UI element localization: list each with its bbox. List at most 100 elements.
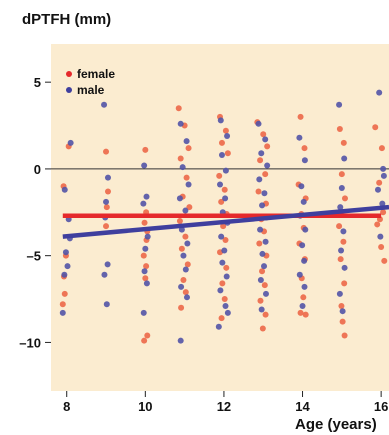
y-axis-title: dPTFH (mm) [22, 11, 111, 28]
female-data-point [259, 325, 266, 332]
male-data-point [338, 247, 345, 254]
male-data-point [222, 167, 229, 174]
male-data-point [257, 276, 264, 283]
male-data-point [223, 273, 230, 280]
male-data-point [104, 174, 111, 181]
male-data-point [142, 245, 149, 252]
male-data-point [377, 233, 384, 240]
female-data-point [300, 294, 307, 301]
female-data-point [262, 311, 269, 318]
female-data-point [341, 280, 348, 287]
male-data-point [259, 202, 266, 209]
female-data-point [221, 186, 228, 193]
female-data-point [104, 188, 111, 195]
male-trend-line [62, 204, 389, 239]
male-data-point [336, 290, 343, 297]
male-data-point [298, 183, 305, 190]
male-data-point [217, 117, 224, 124]
male-data-point [259, 250, 266, 257]
data-points [59, 89, 388, 344]
female-data-point [260, 131, 267, 138]
female-data-point [182, 233, 189, 240]
male-data-point [184, 240, 191, 247]
female-data-point [141, 219, 148, 226]
female-data-point [176, 217, 183, 224]
female-data-point [336, 223, 343, 230]
male-data-point [61, 186, 68, 193]
male-data-point [178, 283, 185, 290]
female-data-point [103, 204, 110, 211]
male-data-point [257, 226, 264, 233]
male-data-point [258, 306, 265, 313]
female-data-point [339, 318, 346, 325]
male-data-point [262, 290, 269, 297]
male-data-point [143, 193, 150, 200]
female-data-point [264, 143, 271, 150]
female-data-point [218, 198, 225, 205]
male-data-point [261, 263, 268, 270]
female-data-point [378, 243, 385, 250]
male-data-point [182, 207, 189, 214]
male-data-point [180, 252, 187, 259]
male-data-point [101, 101, 108, 108]
male-data-point [143, 280, 150, 287]
female-data-point [380, 209, 387, 216]
female-data-point [223, 264, 230, 271]
female-data-point [257, 297, 264, 304]
male-data-point [140, 309, 147, 316]
male-data-point [179, 164, 186, 171]
male-data-point [374, 186, 381, 193]
female-data-point [103, 223, 110, 230]
x-axis-title: Age (years) [295, 416, 377, 433]
female-data-point [185, 145, 192, 152]
female-data-point [183, 174, 190, 181]
female-data-point [372, 124, 379, 131]
female-data-point [222, 127, 229, 134]
male-data-point [262, 136, 269, 143]
x-tick-label: 12 [217, 399, 231, 414]
female-data-point [178, 245, 185, 252]
female-data-point [222, 237, 229, 244]
male-data-point [341, 264, 348, 271]
female-data-point [218, 315, 225, 322]
x-tick-label: 14 [295, 399, 310, 414]
female-data-point [341, 195, 348, 202]
male-data-point [255, 120, 262, 127]
axis-ticks: 5 0 –5 –10 8 10 12 14 16 [19, 75, 388, 414]
female-data-point [256, 240, 263, 247]
male-data-point [62, 249, 69, 256]
male-data-point [296, 271, 303, 278]
female-data-point [340, 238, 347, 245]
male-data-point [217, 181, 223, 188]
male-data-point [301, 157, 308, 164]
female-data-point [261, 282, 268, 289]
female-data-point [144, 332, 151, 339]
male-data-point [221, 247, 228, 254]
legend-male-marker [66, 87, 72, 93]
female-data-point [376, 179, 383, 186]
female-data-point [186, 204, 193, 211]
male-data-point [141, 268, 148, 275]
female-data-point [218, 139, 225, 146]
female-data-point [184, 261, 191, 268]
female-data-point [175, 105, 182, 112]
female-data-point [61, 290, 68, 297]
female-data-point [178, 304, 185, 311]
female-data-point [340, 139, 347, 146]
female-data-point [259, 268, 266, 275]
male-data-point [64, 263, 71, 270]
female-data-point [142, 275, 149, 282]
x-tick-label: 16 [374, 399, 388, 414]
male-data-point [177, 120, 184, 127]
male-data-point [302, 226, 309, 233]
y-tick-label: 5 [34, 75, 41, 90]
male-data-point [140, 200, 147, 207]
female-data-point [297, 309, 304, 316]
y-tick-label: –5 [27, 249, 41, 264]
female-data-point [142, 146, 149, 153]
male-data-point [103, 198, 110, 205]
male-data-point [300, 198, 307, 205]
legend-female-label: female [77, 67, 115, 81]
male-data-point [224, 132, 231, 139]
female-data-point [301, 145, 308, 152]
